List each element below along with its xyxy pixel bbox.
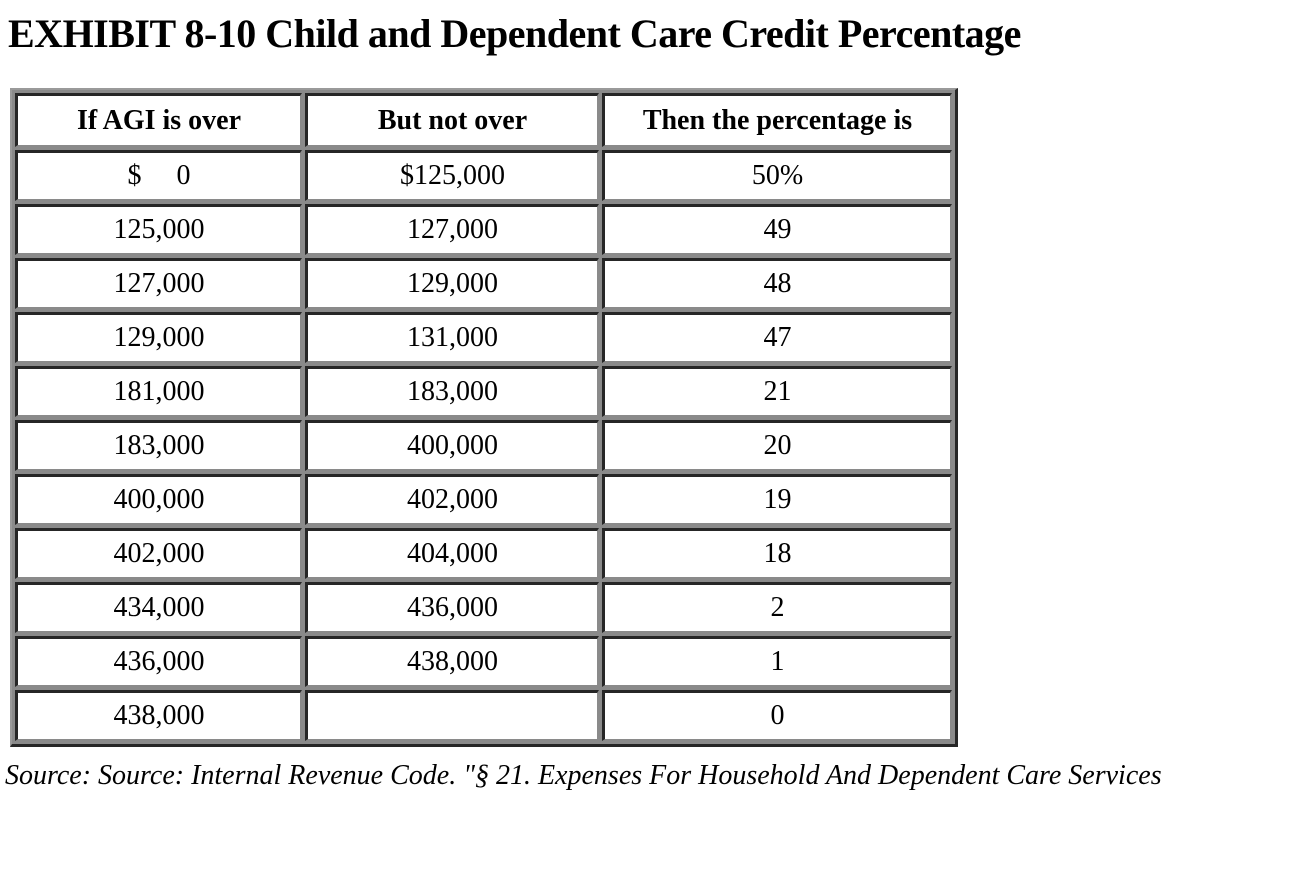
table-cell: 183,000 bbox=[15, 420, 302, 471]
table-cell: 127,000 bbox=[305, 204, 599, 255]
table-row: $ 0 $125,000 50% bbox=[15, 150, 952, 201]
table-cell: 436,000 bbox=[15, 636, 302, 687]
table-cell: 129,000 bbox=[305, 258, 599, 309]
page-title: EXHIBIT 8-10 Child and Dependent Care Cr… bbox=[8, 11, 1021, 56]
table-cell: $ 0 bbox=[15, 150, 302, 201]
table-cell: 47 bbox=[602, 312, 952, 363]
table-cell: 0 bbox=[602, 690, 952, 741]
table-body: $ 0 $125,000 50% 125,000 127,000 49 127,000 129… bbox=[15, 150, 952, 741]
table-row: 434,000 436,000 2 bbox=[15, 582, 952, 633]
table-row: 129,000 131,000 47 bbox=[15, 312, 952, 363]
table-cell: 129,000 bbox=[15, 312, 302, 363]
table-cell: 434,000 bbox=[15, 582, 302, 633]
table-cell: 131,000 bbox=[305, 312, 599, 363]
table-row: 400,000 402,000 19 bbox=[15, 474, 952, 525]
table-cell: 404,000 bbox=[305, 528, 599, 579]
table-cell bbox=[305, 690, 599, 741]
column-header-agi-over: If AGI is over bbox=[15, 93, 302, 147]
table-row: 181,000 183,000 21 bbox=[15, 366, 952, 417]
table-cell: 1 bbox=[602, 636, 952, 687]
table-row: 436,000 438,000 1 bbox=[15, 636, 952, 687]
table-row: 127,000 129,000 48 bbox=[15, 258, 952, 309]
table-cell: $125,000 bbox=[305, 150, 599, 201]
table-cell: 400,000 bbox=[305, 420, 599, 471]
table-row: 125,000 127,000 49 bbox=[15, 204, 952, 255]
table-cell: 181,000 bbox=[15, 366, 302, 417]
table-row: 438,000 0 bbox=[15, 690, 952, 741]
table-cell: 48 bbox=[602, 258, 952, 309]
table-cell: 400,000 bbox=[15, 474, 302, 525]
table-cell: 436,000 bbox=[305, 582, 599, 633]
table-cell: 50% bbox=[602, 150, 952, 201]
table-cell: 125,000 bbox=[15, 204, 302, 255]
credit-percentage-table: If AGI is over But not over Then the per… bbox=[10, 88, 958, 747]
table-row: 402,000 404,000 18 bbox=[15, 528, 952, 579]
source-note: Source: Source: Internal Revenue Code. "… bbox=[5, 760, 1162, 791]
table-cell: 127,000 bbox=[15, 258, 302, 309]
table-cell: 438,000 bbox=[15, 690, 302, 741]
table-cell: 18 bbox=[602, 528, 952, 579]
table-cell: 2 bbox=[602, 582, 952, 633]
table-cell: 402,000 bbox=[305, 474, 599, 525]
table-cell: 20 bbox=[602, 420, 952, 471]
table-cell: 21 bbox=[602, 366, 952, 417]
column-header-percentage: Then the percentage is bbox=[602, 93, 952, 147]
table-cell: 438,000 bbox=[305, 636, 599, 687]
table-cell: 183,000 bbox=[305, 366, 599, 417]
table-cell: 402,000 bbox=[15, 528, 302, 579]
table-cell: 49 bbox=[602, 204, 952, 255]
table-row: 183,000 400,000 20 bbox=[15, 420, 952, 471]
table-cell: 19 bbox=[602, 474, 952, 525]
table-header-row: If AGI is over But not over Then the per… bbox=[15, 93, 952, 147]
column-header-not-over: But not over bbox=[305, 93, 599, 147]
